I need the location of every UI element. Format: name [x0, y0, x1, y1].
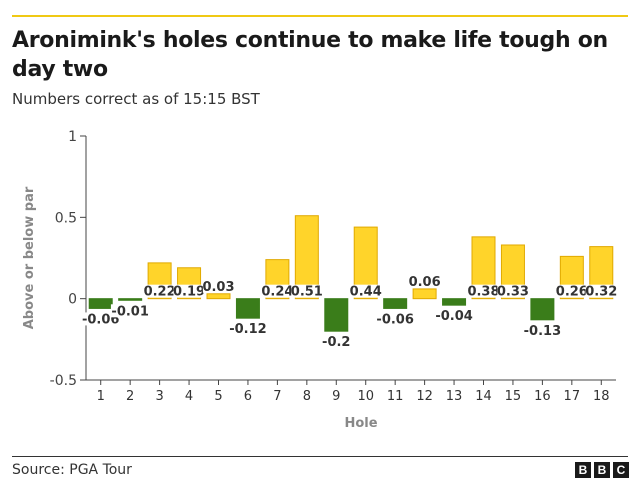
x-tick-label: 2 — [126, 389, 134, 404]
bar — [88, 298, 113, 309]
x-tick-label: 3 — [155, 389, 163, 404]
chart-subtitle: Numbers correct as of 15:15 BST — [12, 90, 260, 108]
data-label: 0.06 — [409, 275, 441, 290]
data-label-bg — [320, 335, 352, 349]
data-label: -0.13 — [524, 324, 561, 339]
data-label: 0.51 — [291, 285, 323, 300]
x-tick-label: 11 — [387, 389, 404, 404]
data-label: 0.03 — [202, 280, 234, 295]
x-tick-label: 17 — [564, 389, 581, 404]
data-label-bg — [556, 284, 588, 298]
x-tick-label: 1 — [97, 389, 105, 404]
data-label: 0.32 — [585, 285, 617, 300]
data-label: -0.01 — [111, 304, 148, 319]
data-label: -0.2 — [322, 335, 350, 350]
data-label: 0.26 — [556, 285, 588, 300]
x-tick-label: 6 — [244, 389, 252, 404]
x-axis-title: Hole — [344, 416, 377, 431]
data-label-bg — [291, 284, 323, 298]
bar — [471, 236, 496, 300]
data-label-bg — [110, 304, 150, 318]
y-tick-label: 0.5 — [55, 210, 77, 226]
y-axis-title: Above or below par — [22, 186, 37, 329]
data-label: 0.33 — [497, 285, 529, 300]
data-label-bg — [350, 284, 382, 298]
x-tick-label: 7 — [273, 389, 281, 404]
bbc-logo-letter-2: B — [594, 462, 610, 478]
bbc-logo-letter-1: B — [575, 462, 591, 478]
data-label-bg — [467, 284, 500, 298]
bar — [118, 298, 143, 301]
x-tick-label: 12 — [416, 389, 433, 404]
data-label-bg — [375, 312, 415, 326]
x-tick-label: 15 — [505, 389, 522, 404]
chart-title: Aronimink's holes continue to make life … — [12, 28, 608, 82]
bbc-logo: B B C — [575, 462, 629, 478]
bar — [353, 226, 378, 300]
data-label-bg — [144, 284, 176, 298]
bar — [324, 298, 349, 332]
bar — [383, 298, 408, 309]
data-label: 0.19 — [173, 285, 205, 300]
data-label: -0.06 — [376, 312, 413, 327]
x-tick-label: 4 — [185, 389, 193, 404]
data-label: 0.38 — [467, 285, 499, 300]
x-tick-label: 16 — [534, 389, 551, 404]
data-label: -0.12 — [229, 322, 266, 337]
data-label-bg — [585, 284, 617, 298]
data-label-bg — [202, 279, 235, 293]
top-accent-rule — [12, 15, 628, 17]
data-label: 0.22 — [144, 285, 176, 300]
x-tick-label: 13 — [446, 389, 463, 404]
data-label-bg — [434, 309, 474, 323]
x-tick-label: 14 — [475, 389, 492, 404]
y-tick-label: 0 — [68, 292, 77, 308]
bar — [294, 215, 319, 300]
data-label-bg — [523, 323, 562, 337]
data-label: 0.24 — [261, 285, 293, 300]
data-label-bg — [497, 284, 529, 298]
y-tick-label: 1 — [68, 129, 77, 145]
bar — [442, 298, 467, 306]
x-tick-label: 9 — [332, 389, 340, 404]
bar — [530, 298, 555, 321]
bar — [206, 293, 231, 300]
data-label-bg — [228, 322, 268, 336]
bar — [412, 288, 437, 300]
footer-rule — [12, 456, 628, 457]
data-label-bg — [173, 284, 205, 298]
bar — [235, 298, 260, 319]
y-tick-label: -0.5 — [50, 373, 77, 389]
data-label-bg — [261, 284, 293, 298]
data-label: -0.06 — [82, 312, 119, 327]
x-tick-label: 18 — [593, 389, 610, 404]
data-label: -0.04 — [435, 309, 472, 324]
data-label: 0.44 — [350, 285, 382, 300]
data-label-bg — [81, 312, 120, 326]
x-tick-label: 5 — [214, 389, 222, 404]
x-tick-label: 10 — [357, 389, 374, 404]
source-note: Source: PGA Tour — [12, 462, 132, 478]
data-label-bg — [409, 274, 441, 288]
x-tick-label: 8 — [303, 389, 311, 404]
bbc-logo-letter-3: C — [613, 462, 629, 478]
